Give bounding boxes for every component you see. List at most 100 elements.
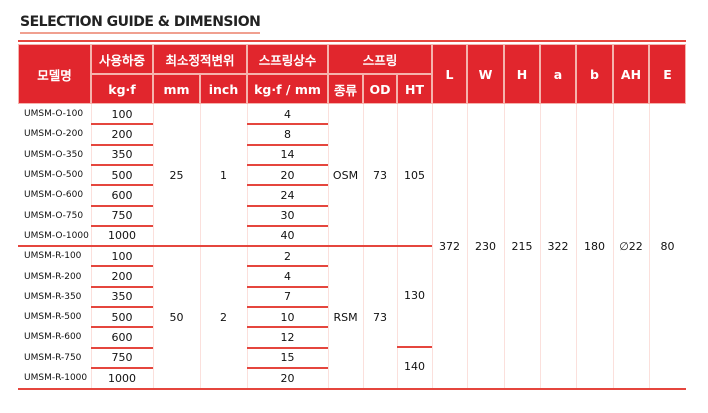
row-line xyxy=(247,184,328,187)
spring-type-cell: OSM xyxy=(332,168,359,182)
ht-cell: 140 xyxy=(404,360,425,374)
ht-cell: 105 xyxy=(404,168,425,182)
load-cell: 600 xyxy=(111,188,133,202)
row-line xyxy=(91,204,153,207)
header-load-unit: kg·f xyxy=(91,74,153,104)
header-rate-unit: kg·f / mm xyxy=(247,74,328,104)
rate-cell: 4 xyxy=(284,107,291,121)
ht-cell: 130 xyxy=(404,289,425,303)
row-line xyxy=(91,184,153,187)
stroke-inch-cell: 1 xyxy=(220,168,227,182)
spring-type-cell: RSM xyxy=(333,310,358,324)
header-H: H xyxy=(504,44,540,104)
header-model: 모델명 xyxy=(18,44,91,104)
page-title: SELECTION GUIDE & DIMENSION xyxy=(20,14,261,34)
rate-cell: 4 xyxy=(284,270,291,284)
dim-E-cell: 80 xyxy=(660,239,675,253)
header-stroke-mm: mm xyxy=(153,74,200,104)
header-b: b xyxy=(576,44,613,104)
header-od: OD xyxy=(363,74,397,104)
header-rate: 스프링상수 xyxy=(247,44,328,74)
row-line xyxy=(91,346,153,349)
grid-line xyxy=(504,104,505,389)
rate-cell: 24 xyxy=(280,188,295,202)
rate-cell: 12 xyxy=(280,330,295,344)
model-cell: UMSM-R-100 xyxy=(24,251,82,262)
row-line xyxy=(247,224,328,227)
model-cell: UMSM-R-600 xyxy=(24,332,82,343)
model-cell: UMSM-R-750 xyxy=(24,352,82,363)
dim-AH-cell: ∅22 xyxy=(619,239,643,253)
model-cell: UMSM-O-500 xyxy=(24,170,84,181)
load-cell: 750 xyxy=(111,209,133,223)
rate-cell: 30 xyxy=(280,209,295,223)
row-line xyxy=(247,306,328,308)
row-line xyxy=(91,326,153,329)
model-cell: UMSM-O-1000 xyxy=(24,230,89,241)
row-line xyxy=(247,163,328,166)
grid-line xyxy=(613,104,614,389)
od-cell: 73 xyxy=(373,168,387,182)
row-line xyxy=(91,366,153,369)
row-line xyxy=(91,265,153,268)
model-cell: UMSM-O-200 xyxy=(24,129,84,140)
header-L: L xyxy=(432,44,467,104)
header-E: E xyxy=(649,44,686,104)
model-cell: UMSM-R-350 xyxy=(24,291,82,302)
load-cell: 100 xyxy=(111,107,133,121)
row-line xyxy=(91,285,153,288)
load-cell: 500 xyxy=(111,168,133,182)
grid-line xyxy=(649,104,650,389)
rate-cell: 8 xyxy=(284,127,291,141)
grid-line xyxy=(540,104,541,389)
model-cell: UMSM-R-1000 xyxy=(24,373,88,384)
row-line xyxy=(247,204,328,207)
load-cell: 350 xyxy=(111,290,133,304)
rate-cell: 14 xyxy=(280,148,295,162)
header-stroke: 최소정적변위 xyxy=(153,44,247,74)
stroke-mm-cell: 50 xyxy=(169,310,184,324)
od-cell: 73 xyxy=(373,310,387,324)
load-cell: 200 xyxy=(111,127,133,141)
load-cell: 750 xyxy=(111,351,133,365)
load-cell: 1000 xyxy=(108,229,136,243)
rate-cell: 20 xyxy=(280,371,295,385)
row-line xyxy=(247,326,328,329)
model-cell: UMSM-R-200 xyxy=(24,271,82,282)
dim-a-cell: 322 xyxy=(547,239,569,253)
grid-line xyxy=(467,104,468,389)
row-line xyxy=(247,366,328,369)
dim-b-cell: 180 xyxy=(584,239,605,253)
row-line xyxy=(247,265,328,268)
rate-cell: 10 xyxy=(280,310,295,324)
load-cell: 100 xyxy=(111,249,133,263)
grid-line xyxy=(576,104,577,389)
row-line xyxy=(247,285,328,288)
row-line xyxy=(247,143,328,146)
load-cell: 1000 xyxy=(108,371,136,385)
row-line xyxy=(247,346,328,349)
bottom-line xyxy=(18,388,686,391)
row-line xyxy=(91,163,153,166)
load-cell: 200 xyxy=(111,270,133,284)
divider xyxy=(18,40,686,42)
header-stroke-inch: inch xyxy=(200,74,247,104)
header-ht: HT xyxy=(397,74,432,104)
dim-H-cell: 215 xyxy=(511,239,533,253)
load-cell: 500 xyxy=(111,310,133,324)
header-type: 종류 xyxy=(328,74,363,104)
header-spring: 스프링 xyxy=(328,44,432,74)
model-cell: UMSM-O-350 xyxy=(24,149,84,160)
header-AH: AH xyxy=(613,44,649,104)
row-line xyxy=(91,143,153,146)
dim-W-cell: 230 xyxy=(475,239,496,253)
rate-cell: 2 xyxy=(284,249,291,263)
stroke-mm-cell: 25 xyxy=(169,168,184,182)
rate-cell: 20 xyxy=(280,168,295,182)
rate-cell: 40 xyxy=(280,229,295,243)
grid-line xyxy=(432,104,433,389)
group-divider xyxy=(18,245,432,248)
row-line xyxy=(247,123,328,126)
model-cell: UMSM-O-100 xyxy=(24,109,84,120)
rate-cell: 15 xyxy=(280,351,295,365)
